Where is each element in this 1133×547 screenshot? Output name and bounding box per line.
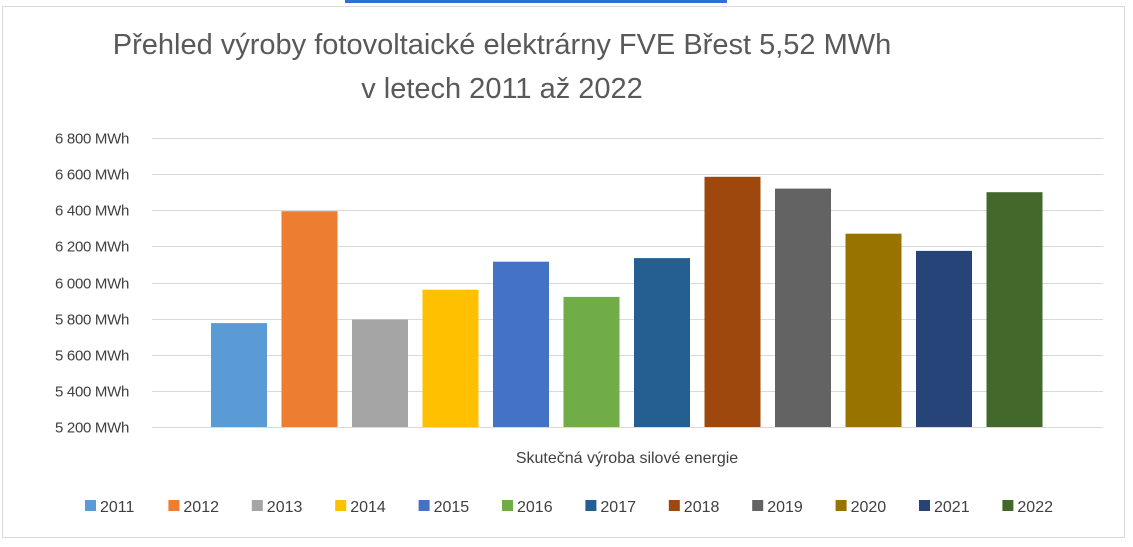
y-tick-label: 6 800 MWh <box>55 131 129 148</box>
bar-2014 <box>422 289 479 427</box>
legend-label-2013: 2013 <box>267 499 303 516</box>
legend-label-2021: 2021 <box>934 499 970 516</box>
y-tick-label: 6 200 MWh <box>55 239 129 256</box>
top-accent-strip <box>345 0 727 3</box>
legend-label-2017: 2017 <box>600 499 636 516</box>
bar-2013 <box>352 319 408 427</box>
bar-2015 <box>493 261 549 427</box>
y-tick-label: 6 400 MWh <box>55 203 129 220</box>
bar-2019 <box>775 188 831 427</box>
bar-2012 <box>281 211 338 427</box>
chart-subtitle: v letech 2011 až 2022 <box>361 73 643 105</box>
legend-swatch-2022 <box>1002 500 1014 511</box>
legend-label-2020: 2020 <box>851 499 887 516</box>
legend-swatch-2021 <box>919 500 930 511</box>
bar-2011 <box>211 323 267 427</box>
bar-2017 <box>634 258 690 427</box>
y-tick-label: 6 000 MWh <box>55 276 129 293</box>
bar-2020 <box>845 233 902 427</box>
bars <box>152 176 1103 428</box>
legend-swatch-2013 <box>251 500 263 511</box>
bar-2021 <box>916 250 972 427</box>
bar-2018 <box>704 176 761 427</box>
legend-swatch-2015 <box>418 500 430 511</box>
y-tick-label: 5 800 MWh <box>55 312 129 329</box>
legend-label-2019: 2019 <box>767 499 803 516</box>
legend-swatch-2014 <box>335 500 347 511</box>
bar-2016 <box>563 296 620 427</box>
legend: 2011 2012 2013 2014 2015 2016 2017 2018 2019 2020… <box>85 499 1053 516</box>
bar-2022 <box>986 192 1043 427</box>
legend-label-2015: 2015 <box>434 499 470 516</box>
legend-swatch-2011 <box>85 500 96 511</box>
legend-swatch-2017 <box>585 500 597 511</box>
legend-swatch-2019 <box>752 500 764 511</box>
x-axis-label: Skutečná výroba silové energie <box>516 450 738 467</box>
legend-label-2014: 2014 <box>350 499 386 516</box>
legend-swatch-2012 <box>168 500 180 511</box>
y-tick-label: 6 600 MWh <box>55 167 129 184</box>
y-tick-label: 5 600 MWh <box>55 348 129 365</box>
legend-swatch-2016 <box>502 500 513 511</box>
legend-label-2022: 2022 <box>1017 499 1053 516</box>
legend-swatch-2018 <box>668 500 680 511</box>
legend-label-2011: 2011 <box>100 499 135 516</box>
y-tick-label: 5 200 MWh <box>55 420 129 437</box>
y-axis-ticks: 6 800 MWh 6 600 MWh 6 400 MWh 6 200 MWh 6 00… <box>55 131 129 437</box>
legend-label-2018: 2018 <box>684 499 720 516</box>
legend-label-2016: 2016 <box>517 499 553 516</box>
legend-swatch-2020 <box>835 500 847 511</box>
y-tick-label: 5 400 MWh <box>55 384 129 401</box>
legend-label-2012: 2012 <box>183 499 219 516</box>
chart-title: Přehled výroby fotovoltaické elektrárny … <box>113 29 891 61</box>
